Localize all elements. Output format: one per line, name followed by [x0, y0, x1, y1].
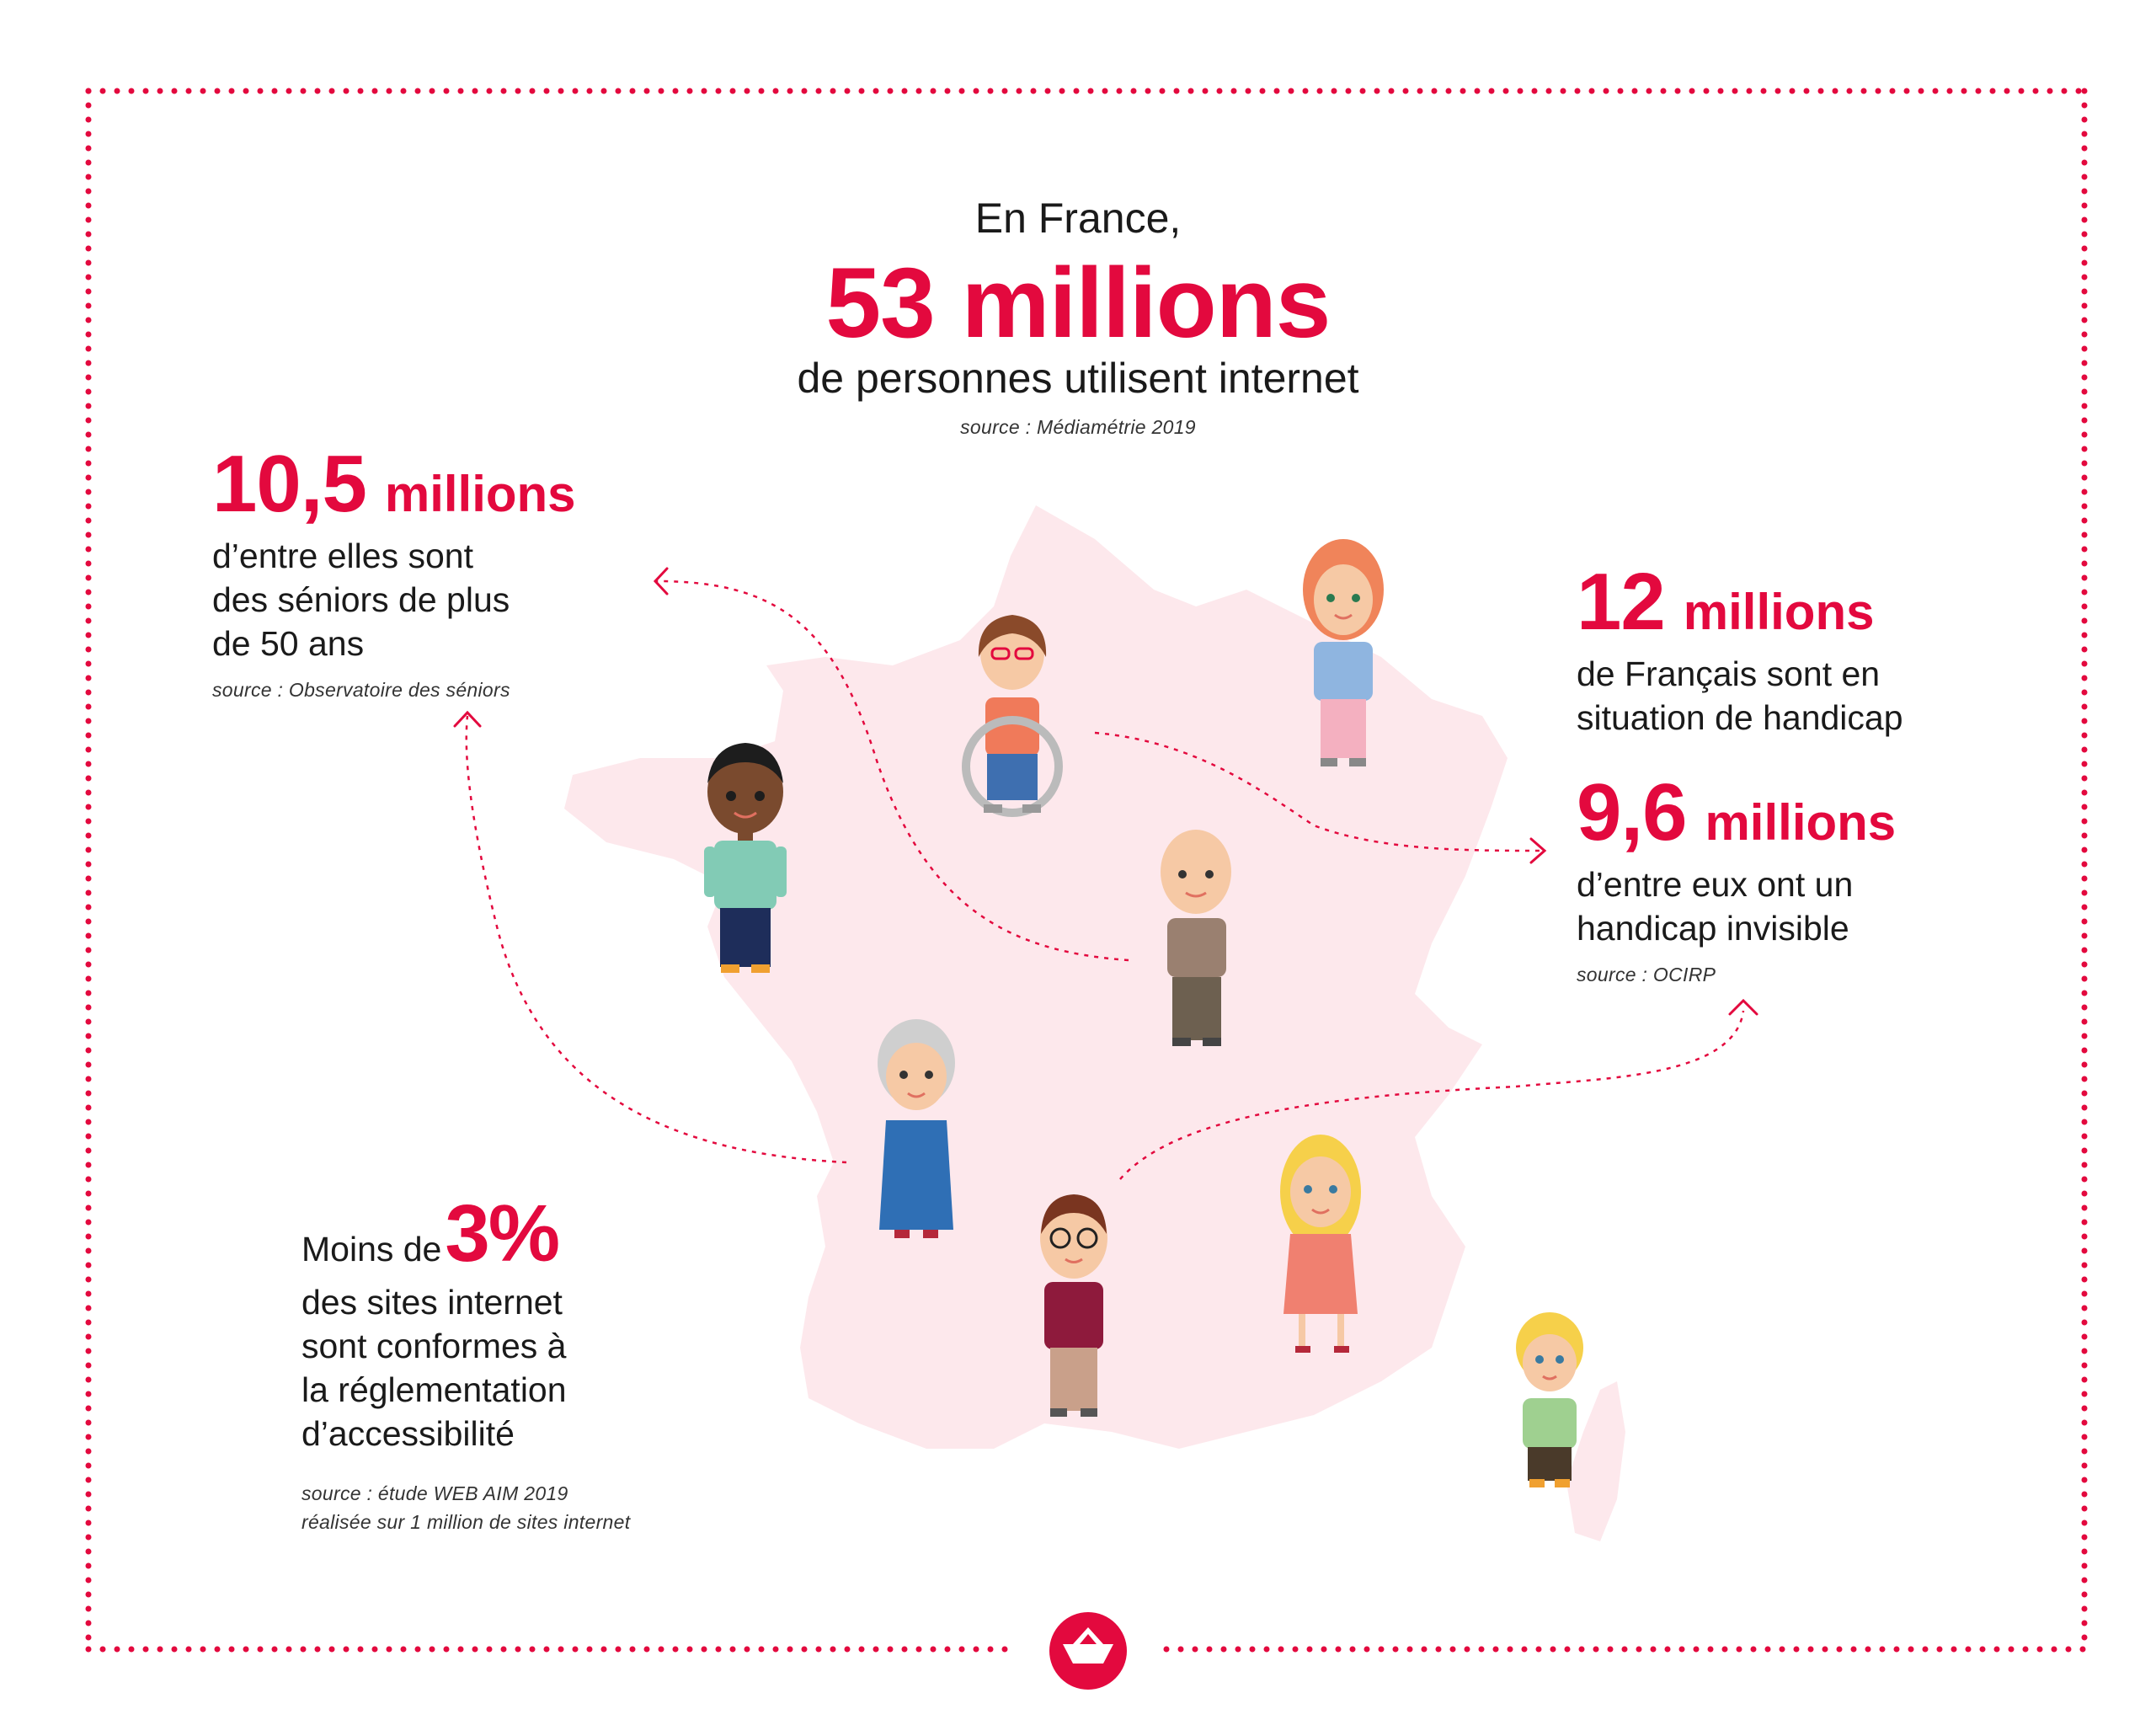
arrow-head-icon [453, 710, 482, 728]
person-icon [878, 1019, 955, 1238]
handicap-text-line: situation de handicap [1577, 698, 1903, 737]
sites-source-line: réalisée sur 1 million de sites internet [302, 1511, 631, 1533]
person-icon [1280, 1135, 1361, 1353]
invisible-text-line: d’entre eux ont un [1577, 865, 1854, 904]
sites-lead: Moins de [302, 1230, 442, 1268]
header-source: source : Médiamétrie 2019 [960, 416, 1196, 438]
seniors-stat: 10,5 millions d’entre elles sont des séni… [212, 438, 718, 702]
person-icon [1161, 830, 1231, 1046]
arrows [465, 579, 1745, 1180]
handicap-text: de Français sont en situation de handica… [1577, 652, 2099, 740]
invisible-unit: millions [1705, 794, 1897, 851]
handicap-unit: millions [1683, 584, 1875, 640]
invisible-text-line: handicap invisible [1577, 909, 1849, 948]
person-icon [1303, 539, 1384, 766]
sites-text-line: la réglementation [302, 1370, 567, 1409]
seniors-text-line: de 50 ans [212, 624, 365, 663]
arrow-handicap [1094, 731, 1542, 852]
france-map [564, 505, 1508, 1449]
person-icon [1516, 1312, 1583, 1487]
sites-text-line: sont conformes à [302, 1327, 567, 1365]
wheelchair-person-icon [962, 615, 1063, 817]
intro-text: En France, [974, 195, 1182, 242]
invisible-figure: 9,6 millions [1577, 766, 2099, 859]
dotted-frame [85, 88, 2088, 1653]
seniors-text-line: d’entre elles sont [212, 537, 473, 575]
seniors-unit: millions [384, 466, 576, 522]
invisible-number: 9,6 [1577, 767, 1687, 857]
arrow-head-icon [653, 567, 669, 595]
seniors-text: d’entre elles sont des séniors de plus d… [212, 534, 718, 665]
person-icon [704, 743, 787, 973]
sites-text-line: des sites internet [302, 1283, 563, 1322]
headline-figure: 53 millions [825, 248, 1331, 359]
sites-text-line: d’accessibilité [302, 1414, 515, 1453]
person-icon [1040, 1194, 1107, 1417]
invisible-text: d’entre eux ont un handicap invisible [1577, 862, 2099, 950]
sites-figure: Moins de3% [302, 1188, 807, 1280]
arrow-head-icon [1728, 998, 1758, 1016]
boat-logo-icon [1049, 1612, 1127, 1690]
handicap-stat: 12 millions de Français sont en situation… [1577, 556, 2099, 740]
sites-text: des sites internet sont conformes à la r… [302, 1280, 807, 1455]
handicap-text-line: de Français sont en [1577, 654, 1881, 693]
seniors-text-line: des séniors de plus [212, 580, 510, 619]
headline-subtext: de personnes utilisent internet [797, 355, 1359, 402]
arrow-head-icon [1529, 837, 1547, 864]
corsica-map [1566, 1381, 1625, 1541]
accessibility-stat: Moins de3% des sites internet sont confo… [302, 1188, 807, 1536]
handicap-figure: 12 millions [1577, 556, 2099, 649]
seniors-number: 10,5 [212, 439, 367, 529]
invisible-source: source : OCIRP [1577, 964, 1716, 985]
sites-source-line: source : étude WEB AIM 2019 [302, 1482, 568, 1504]
sites-source: source : étude WEB AIM 2019 réalisée sur… [302, 1479, 807, 1536]
seniors-figure: 10,5 millions [212, 438, 718, 531]
sites-percent: 3% [445, 1188, 560, 1279]
seniors-source: source : Observatoire des séniors [212, 679, 510, 701]
arrow-seniors-upper [656, 579, 1129, 962]
invisible-handicap-stat: 9,6 millions d’entre eux ont un handicap … [1577, 766, 2099, 986]
handicap-number: 12 [1577, 557, 1666, 647]
arrow-heads [453, 567, 1758, 1016]
